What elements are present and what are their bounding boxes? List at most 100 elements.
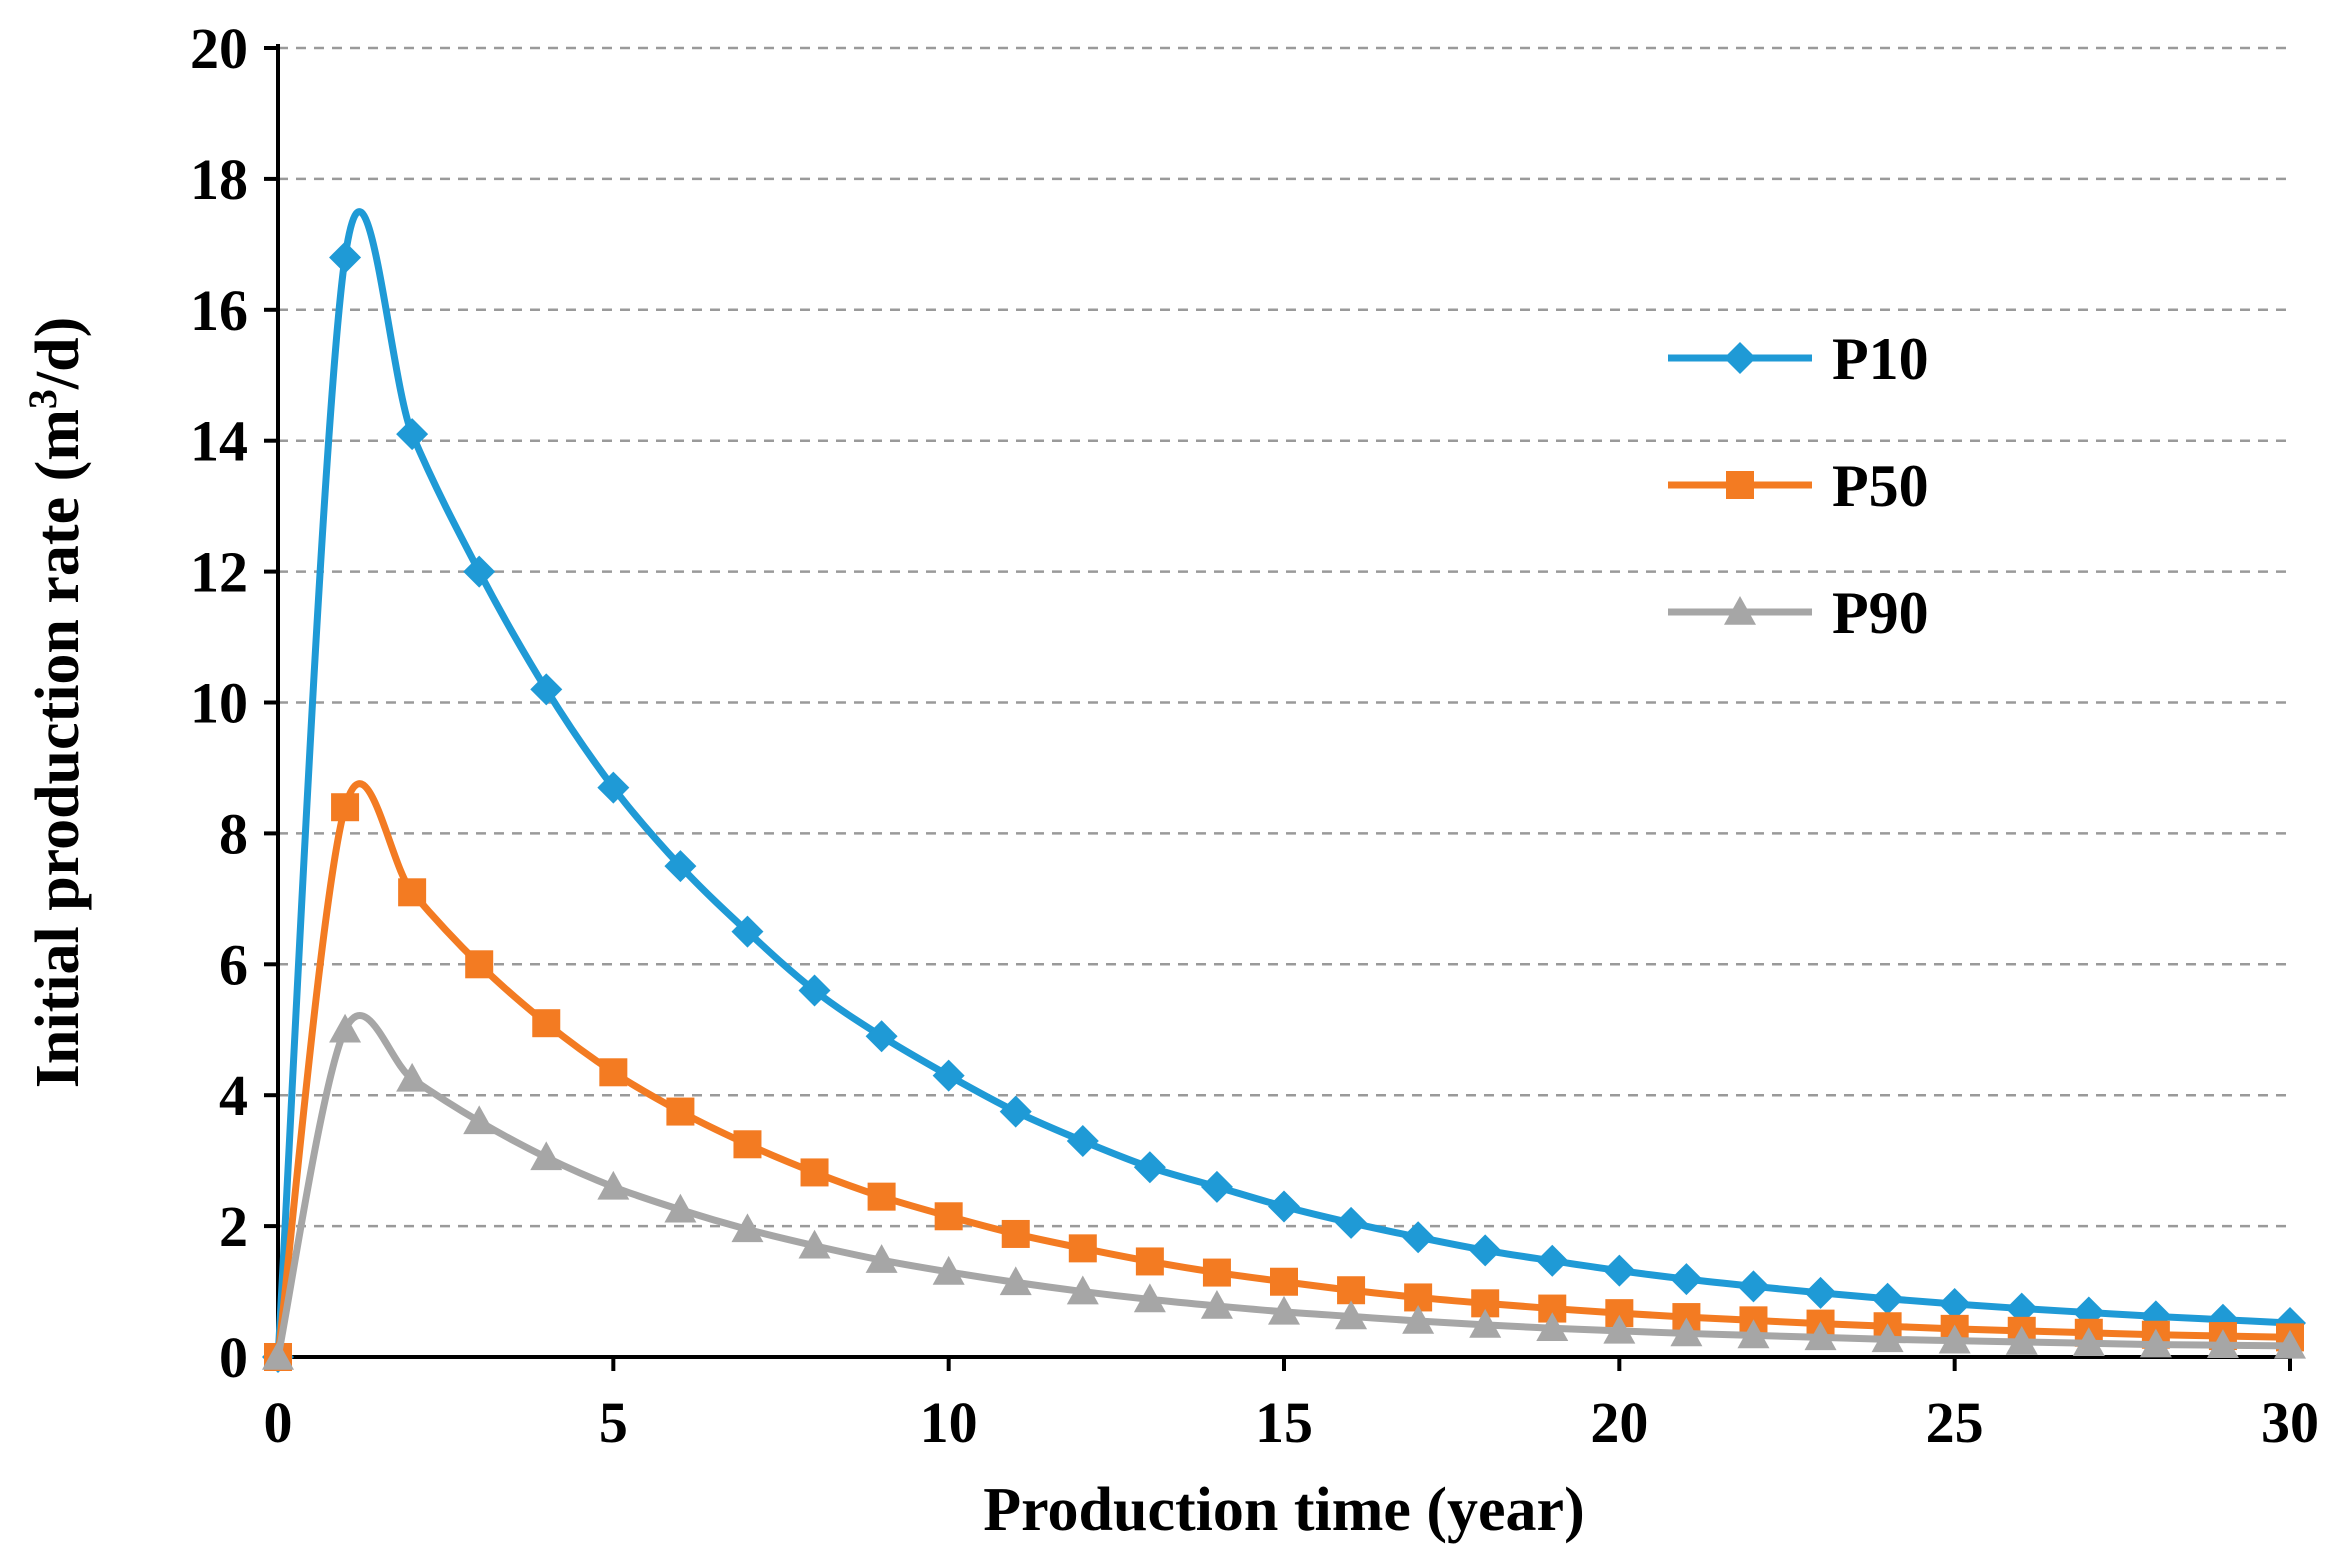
data-point-p50 — [733, 1130, 762, 1159]
legend-marker — [1724, 342, 1756, 374]
data-point-p90 — [2206, 1329, 2239, 1359]
data-point-p50 — [398, 878, 427, 907]
data-point-p10 — [1603, 1254, 1636, 1287]
data-point-p90 — [396, 1062, 429, 1092]
data-point-p90 — [2005, 1325, 2038, 1355]
x-axis-title: Production time (year) — [983, 1476, 1584, 1544]
y-tick-label: 0 — [219, 1325, 248, 1390]
data-point-p50 — [532, 1009, 561, 1038]
data-point-p50 — [331, 793, 360, 822]
data-point-p90 — [932, 1255, 965, 1285]
series-layer — [262, 208, 2306, 1373]
data-point-p90 — [1402, 1305, 1435, 1334]
data-point-p90 — [731, 1213, 764, 1243]
data-point-p10 — [865, 1020, 898, 1053]
legend-label: P10 — [1832, 326, 1929, 392]
data-point-p50 — [867, 1182, 896, 1211]
data-point-p50 — [800, 1158, 829, 1187]
x-tick-label: 15 — [1255, 1390, 1313, 1455]
data-point-p10 — [396, 418, 429, 451]
legend-marker — [1726, 471, 1754, 499]
data-point-p50 — [1068, 1234, 1097, 1263]
data-point-p90 — [1066, 1275, 1099, 1305]
data-point-p10 — [2005, 1292, 2038, 1325]
data-point-p90 — [530, 1141, 563, 1171]
data-point-p90 — [664, 1193, 697, 1223]
y-tick-label: 12 — [190, 540, 248, 605]
legend-item-p10: P10 — [1668, 326, 1929, 392]
data-point-p90 — [999, 1266, 1032, 1296]
y-tick-label: 20 — [190, 16, 248, 81]
data-point-p10 — [1737, 1270, 1770, 1303]
data-point-p90 — [1670, 1317, 1703, 1347]
y-axis-title-superscript: 3 — [20, 389, 65, 409]
data-point-p10 — [1871, 1282, 1904, 1315]
series-line-p10 — [274, 208, 2291, 1358]
x-tick-label: 20 — [1590, 1390, 1648, 1455]
data-point-p50 — [1001, 1219, 1030, 1248]
data-point-p10 — [530, 673, 563, 706]
y-tick-label: 2 — [219, 1194, 248, 1259]
x-tick-label: 0 — [264, 1390, 293, 1455]
legend-marker — [1724, 596, 1756, 625]
legend-label: P50 — [1832, 453, 1929, 519]
y-tick-label: 14 — [190, 409, 248, 474]
data-point-p90 — [2139, 1328, 2172, 1358]
data-point-p90 — [1268, 1295, 1300, 1325]
data-point-p90 — [2274, 1329, 2306, 1359]
data-point-p90 — [329, 1013, 362, 1043]
data-point-p10 — [932, 1059, 965, 1092]
data-point-p90 — [1603, 1314, 1636, 1344]
data-point-p10 — [1133, 1151, 1166, 1184]
data-point-p10 — [664, 850, 697, 883]
y-axis-title: Initial production rate (m3/d) — [20, 317, 93, 1088]
data-point-p50 — [1337, 1276, 1366, 1305]
data-point-p90 — [1200, 1289, 1233, 1319]
data-point-p10 — [798, 974, 831, 1007]
legend-item-p90: P90 — [1668, 580, 1929, 646]
data-point-p50 — [599, 1058, 628, 1087]
data-point-p90 — [798, 1229, 831, 1259]
data-point-p10 — [1200, 1170, 1233, 1203]
x-tick-label: 10 — [920, 1390, 978, 1455]
data-point-p10 — [1402, 1221, 1435, 1254]
data-point-p90 — [597, 1170, 630, 1200]
data-point-p50 — [1270, 1267, 1298, 1296]
series-p50 — [264, 780, 2304, 1371]
y-tick-label: 18 — [190, 147, 248, 212]
data-point-p90 — [1804, 1321, 1837, 1351]
data-point-p10 — [1268, 1190, 1300, 1223]
data-point-p10 — [1938, 1287, 1971, 1320]
x-tick-label: 25 — [1926, 1390, 1984, 1455]
data-point-p90 — [865, 1244, 898, 1273]
legend: P10 P50 P90 — [1668, 326, 1929, 646]
data-point-p10 — [597, 771, 630, 804]
y-tick-label: 4 — [219, 1063, 248, 1128]
x-tick-label: 5 — [599, 1390, 628, 1455]
data-point-p90 — [463, 1105, 496, 1135]
series-p10 — [262, 208, 2306, 1373]
data-point-p50 — [1135, 1247, 1164, 1276]
data-point-p50 — [666, 1097, 695, 1126]
data-point-p10 — [731, 915, 764, 948]
data-point-p90 — [1871, 1323, 1904, 1353]
axes: 0 2 4 6 8 10 12 14 16 18 20 0 5 10 15 20 25 30 — [190, 16, 2319, 1455]
data-point-p90 — [1469, 1308, 1502, 1338]
data-point-p10 — [1804, 1276, 1837, 1309]
data-point-p10 — [1670, 1263, 1703, 1296]
data-point-p90 — [2072, 1327, 2105, 1357]
data-point-p10 — [1536, 1244, 1569, 1277]
data-point-p90 — [1938, 1324, 1971, 1354]
data-point-p50 — [465, 950, 494, 979]
data-point-p90 — [1133, 1283, 1166, 1313]
gridlines — [278, 46, 2290, 1228]
y-tick-label: 8 — [219, 801, 248, 866]
legend-item-p50: P50 — [1668, 453, 1929, 519]
y-tick-label: 10 — [190, 671, 248, 736]
y-axis-title-main: Initial production rate (m — [24, 409, 92, 1088]
series-p90 — [262, 1012, 2306, 1370]
y-axis-title-suffix: /d) — [24, 317, 92, 390]
data-point-p50 — [934, 1202, 963, 1231]
y-tick-label: 6 — [219, 932, 248, 997]
data-point-p10 — [1469, 1234, 1502, 1267]
